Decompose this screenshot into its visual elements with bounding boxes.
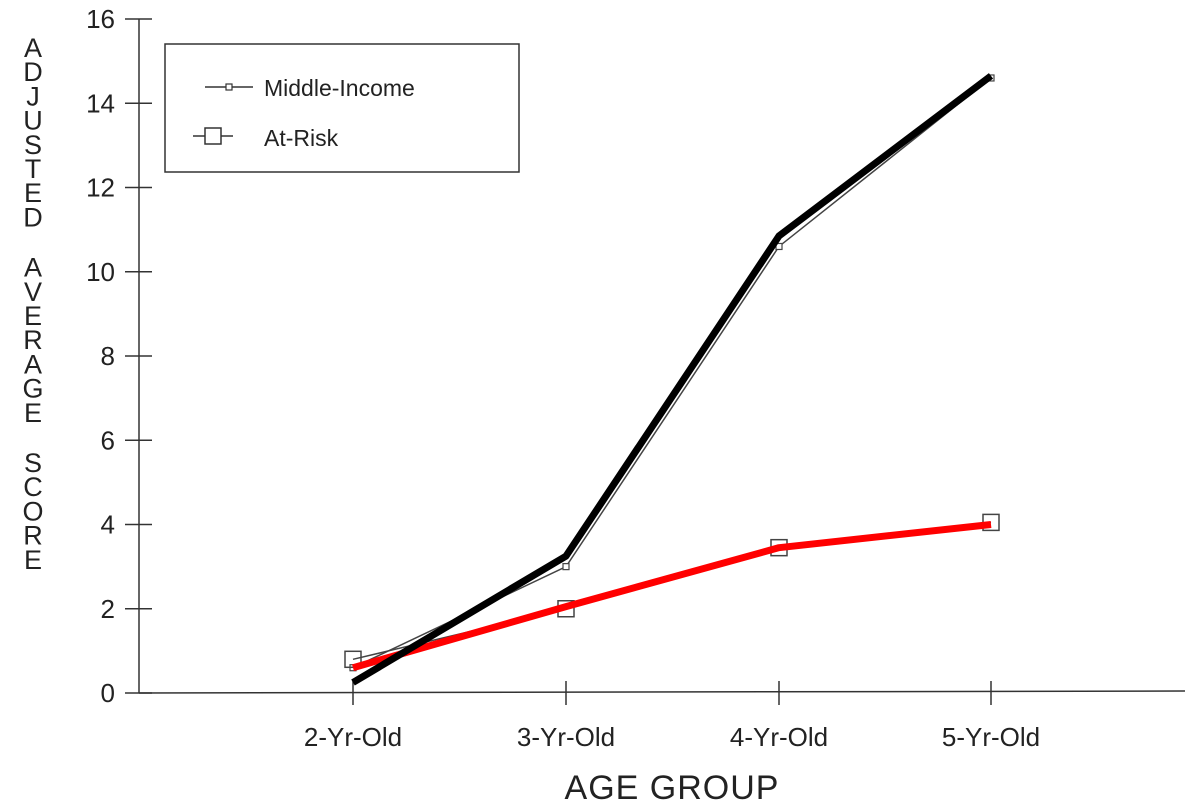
y-title-letter: V [24, 277, 42, 307]
y-title-letter: C [23, 472, 43, 502]
highlight-line-at-risk [352, 521, 992, 672]
y-title-letter: A [24, 349, 42, 379]
y-tick-label: 8 [101, 341, 115, 371]
legend-marker-middle-income [225, 83, 233, 91]
y-title-letter: U [23, 106, 43, 136]
point-middle-income [562, 563, 570, 571]
x-axis-line [138, 690, 1186, 694]
x-axis-title: AGE GROUP [565, 769, 780, 807]
y-title-letter: G [22, 374, 43, 404]
legend-box [164, 43, 520, 173]
x-tick-label: 5-Yr-Old [942, 722, 1040, 752]
x-tick-label: 4-Yr-Old [730, 722, 828, 752]
y-title-letter: T [25, 154, 42, 184]
x-axis: 2-Yr-Old 3-Yr-Old 4-Yr-Old 5-Yr-Old [138, 681, 1186, 752]
y-title-letter: E [24, 398, 42, 428]
y-tick-label: 4 [101, 510, 115, 540]
y-tick-label: 2 [101, 594, 115, 624]
y-title-letter: S [24, 448, 42, 478]
y-title-letter: D [23, 202, 43, 232]
series-layer [344, 73, 1000, 686]
y-title-letter: E [24, 301, 42, 331]
highlight-line-middle-income [351, 73, 994, 686]
x-tick-label: 2-Yr-Old [304, 722, 402, 752]
y-tick-label: 0 [101, 678, 115, 708]
y-title-letter: E [24, 178, 42, 208]
y-title-letter: R [23, 521, 43, 551]
y-title-letter: O [22, 496, 43, 526]
y-tick-label: 14 [86, 88, 115, 118]
legend-label-middle-income: Middle-Income [264, 75, 415, 101]
y-title-letter: R [23, 325, 43, 355]
y-title-letter: A [24, 33, 42, 63]
x-tick-label: 3-Yr-Old [517, 722, 615, 752]
y-title-letter: A [24, 253, 42, 283]
y-tick-label: 10 [86, 257, 115, 287]
y-tick-label: 12 [86, 173, 115, 203]
y-title-letter: E [24, 545, 42, 575]
legend: Middle-Income At-Risk [164, 43, 520, 173]
y-tick-label: 6 [101, 425, 115, 455]
y-title-letter: J [26, 81, 40, 111]
legend-label-at-risk: At-Risk [264, 125, 339, 151]
y-tick-label: 16 [86, 4, 115, 34]
legend-marker-at-risk [204, 127, 222, 145]
y-title-letter: S [24, 130, 42, 160]
y-axis: 0 2 4 6 8 10 12 14 16 [86, 4, 152, 708]
y-title-letter: D [23, 57, 43, 87]
